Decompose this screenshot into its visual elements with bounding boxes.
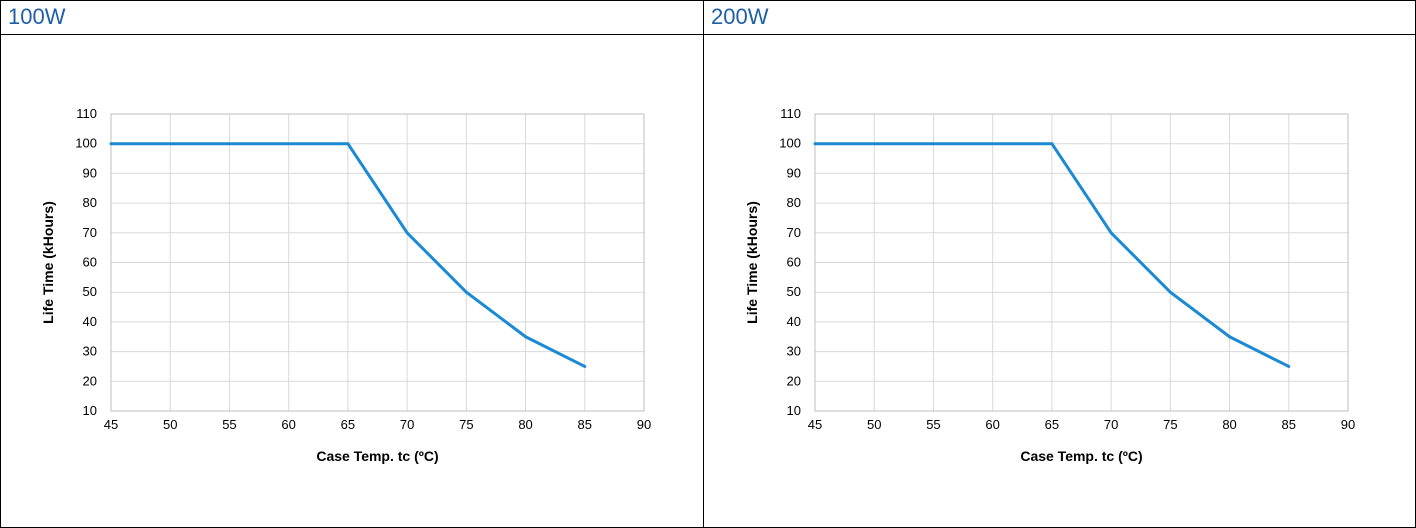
data-point — [813, 142, 817, 146]
y-tick-label: 10 — [83, 403, 97, 418]
x-tick-label: 85 — [1282, 417, 1296, 432]
x-tick-label: 65 — [1045, 417, 1059, 432]
x-tick-label: 85 — [578, 417, 592, 432]
y-tick-label: 70 — [787, 225, 801, 240]
x-axis-title: Case Temp. tc (ºC) — [1020, 448, 1142, 464]
y-tick-label: 90 — [83, 165, 97, 180]
x-tick-label: 55 — [926, 417, 940, 432]
y-tick-label: 90 — [787, 165, 801, 180]
x-tick-label: 55 — [222, 417, 236, 432]
data-point — [1287, 364, 1291, 368]
data-point — [1168, 290, 1172, 294]
y-tick-label: 60 — [83, 255, 97, 270]
data-point — [109, 142, 113, 146]
y-tick-label: 30 — [787, 344, 801, 359]
y-tick-label: 100 — [75, 136, 97, 151]
y-tick-label: 110 — [780, 106, 801, 121]
x-tick-label: 80 — [518, 417, 532, 432]
x-axis-title: Case Temp. tc (ºC) — [316, 448, 438, 464]
x-tick-label: 90 — [1341, 417, 1355, 432]
y-tick-label: 60 — [787, 255, 801, 270]
series-line — [815, 142, 1290, 368]
y-tick-label: 110 — [76, 106, 97, 121]
x-tick-label: 50 — [163, 417, 177, 432]
y-tick-label: 80 — [787, 195, 801, 210]
x-tick-label: 65 — [341, 417, 355, 432]
panel-title-200w: 200W — [711, 4, 769, 29]
data-point — [464, 290, 468, 294]
y-tick-label: 30 — [83, 344, 97, 359]
panel-divider-vertical — [703, 0, 704, 528]
header-divider — [0, 34, 1416, 35]
data-point — [524, 335, 528, 339]
x-tick-label: 45 — [808, 417, 822, 432]
plot-area — [110, 113, 645, 412]
x-tick-label: 80 — [1222, 417, 1236, 432]
x-tick-label: 75 — [459, 417, 473, 432]
data-point — [346, 142, 350, 146]
data-point — [1228, 335, 1232, 339]
data-point — [1050, 142, 1054, 146]
series-line — [111, 142, 586, 368]
y-tick-label: 100 — [779, 136, 801, 151]
y-tick-label: 20 — [787, 373, 801, 388]
y-tick-label: 50 — [787, 284, 801, 299]
x-tick-label: 50 — [867, 417, 881, 432]
x-tick-label: 75 — [1163, 417, 1177, 432]
x-tick-label: 60 — [985, 417, 999, 432]
data-point — [405, 231, 409, 235]
y-axis-title: Life Time (kHours) — [744, 201, 760, 324]
x-tick-label: 90 — [637, 417, 651, 432]
x-tick-label: 60 — [281, 417, 295, 432]
x-tick-label: 70 — [1104, 417, 1118, 432]
chart-100w: 45 50 55 60 65 70 75 80 85 90 10 20 30 40 50 60 70 80 90 10… — [40, 106, 651, 464]
y-tick-label: 80 — [83, 195, 97, 210]
data-point — [583, 364, 587, 368]
data-point — [1109, 231, 1113, 235]
y-tick-label: 50 — [83, 284, 97, 299]
y-tick-label: 10 — [787, 403, 801, 418]
y-tick-label: 40 — [787, 314, 801, 329]
y-tick-label: 70 — [83, 225, 97, 240]
y-axis-title: Life Time (kHours) — [40, 201, 56, 324]
y-tick-label: 40 — [83, 314, 97, 329]
x-tick-label: 70 — [400, 417, 414, 432]
plot-area — [814, 113, 1349, 412]
y-tick-label: 20 — [83, 373, 97, 388]
chart-200w: 45 50 55 60 65 70 75 80 85 90 10 20 30 40 50 60 70 80 90 10… — [744, 106, 1355, 464]
x-tick-label: 45 — [104, 417, 118, 432]
panel-title-100w: 100W — [8, 4, 66, 29]
